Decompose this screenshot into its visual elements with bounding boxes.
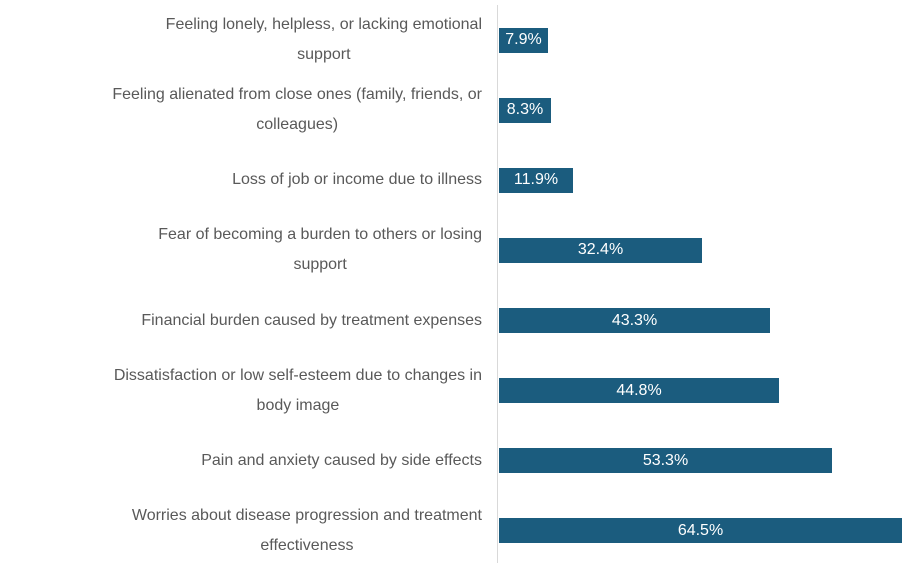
category-label-cell: Loss of job or income due to illness [0,165,497,195]
category-label-cell: Pain and anxiety caused by side effects [0,446,497,476]
category-label-cell: Dissatisfaction or low self-esteem due t… [0,361,497,421]
bar-row: Worries about disease progression and tr… [0,496,921,566]
category-label: Feeling lonely, helpless, or lacking emo… [165,16,482,64]
bar-cell: 11.9% [497,145,921,215]
value-label: 32.4% [577,241,624,259]
bar: 32.4% [499,237,702,263]
bar-row: Loss of job or income due to illness 11.… [0,145,921,215]
bar: 11.9% [499,167,573,193]
value-label: 7.9% [505,31,542,49]
bar-cell: 44.8% [497,356,921,426]
value-label: 53.3% [642,451,689,469]
category-label: Worries about disease progression and tr… [131,506,482,554]
bar-row: Dissatisfaction or low self-esteem due t… [0,356,921,426]
bar-row: Financial burden caused by treatment exp… [0,286,921,356]
category-label: Feeling alienated from close ones (famil… [112,86,482,134]
value-label: 64.5% [677,521,724,539]
category-label: Dissatisfaction or low self-esteem due t… [113,366,482,414]
value-label: 8.3% [506,101,544,119]
category-label-cell: Worries about disease progression and tr… [0,501,497,561]
bar-row: Fear of becoming a burden to others or l… [0,215,921,285]
category-label-cell: Feeling lonely, helpless, or lacking emo… [0,10,497,70]
bar: 44.8% [499,378,779,404]
bar: 64.5% [499,518,902,544]
bar-cell: 53.3% [497,426,921,496]
bar-cell: 64.5% [497,496,921,566]
category-label-cell: Financial burden caused by treatment exp… [0,306,497,336]
value-label: 44.8% [616,381,662,399]
bar: 53.3% [499,448,832,474]
bar-cell: 43.3% [497,286,921,356]
bar-row: Feeling lonely, helpless, or lacking emo… [0,5,921,75]
bar-cell: 7.9% [497,5,921,75]
category-label-cell: Fear of becoming a burden to others or l… [0,220,497,280]
bar-rows: Feeling lonely, helpless, or lacking emo… [0,5,921,566]
category-label-cell: Feeling alienated from close ones (famil… [0,80,497,140]
bar-cell: 8.3% [497,75,921,145]
bar: 7.9% [499,27,548,53]
category-label: Fear of becoming a burden to others or l… [158,226,482,274]
y-axis-line [497,5,498,563]
category-label: Financial burden caused by treatment exp… [141,311,482,329]
bar-row: Feeling alienated from close ones (famil… [0,75,921,145]
bar: 8.3% [499,97,551,123]
category-label: Loss of job or income due to illness [232,171,482,189]
value-label: 43.3% [611,311,658,329]
bar: 43.3% [499,308,770,334]
category-label: Pain and anxiety caused by side effects [201,451,482,469]
bar-row: Pain and anxiety caused by side effects … [0,426,921,496]
bar-cell: 32.4% [497,215,921,285]
value-label: 11.9% [513,171,559,189]
